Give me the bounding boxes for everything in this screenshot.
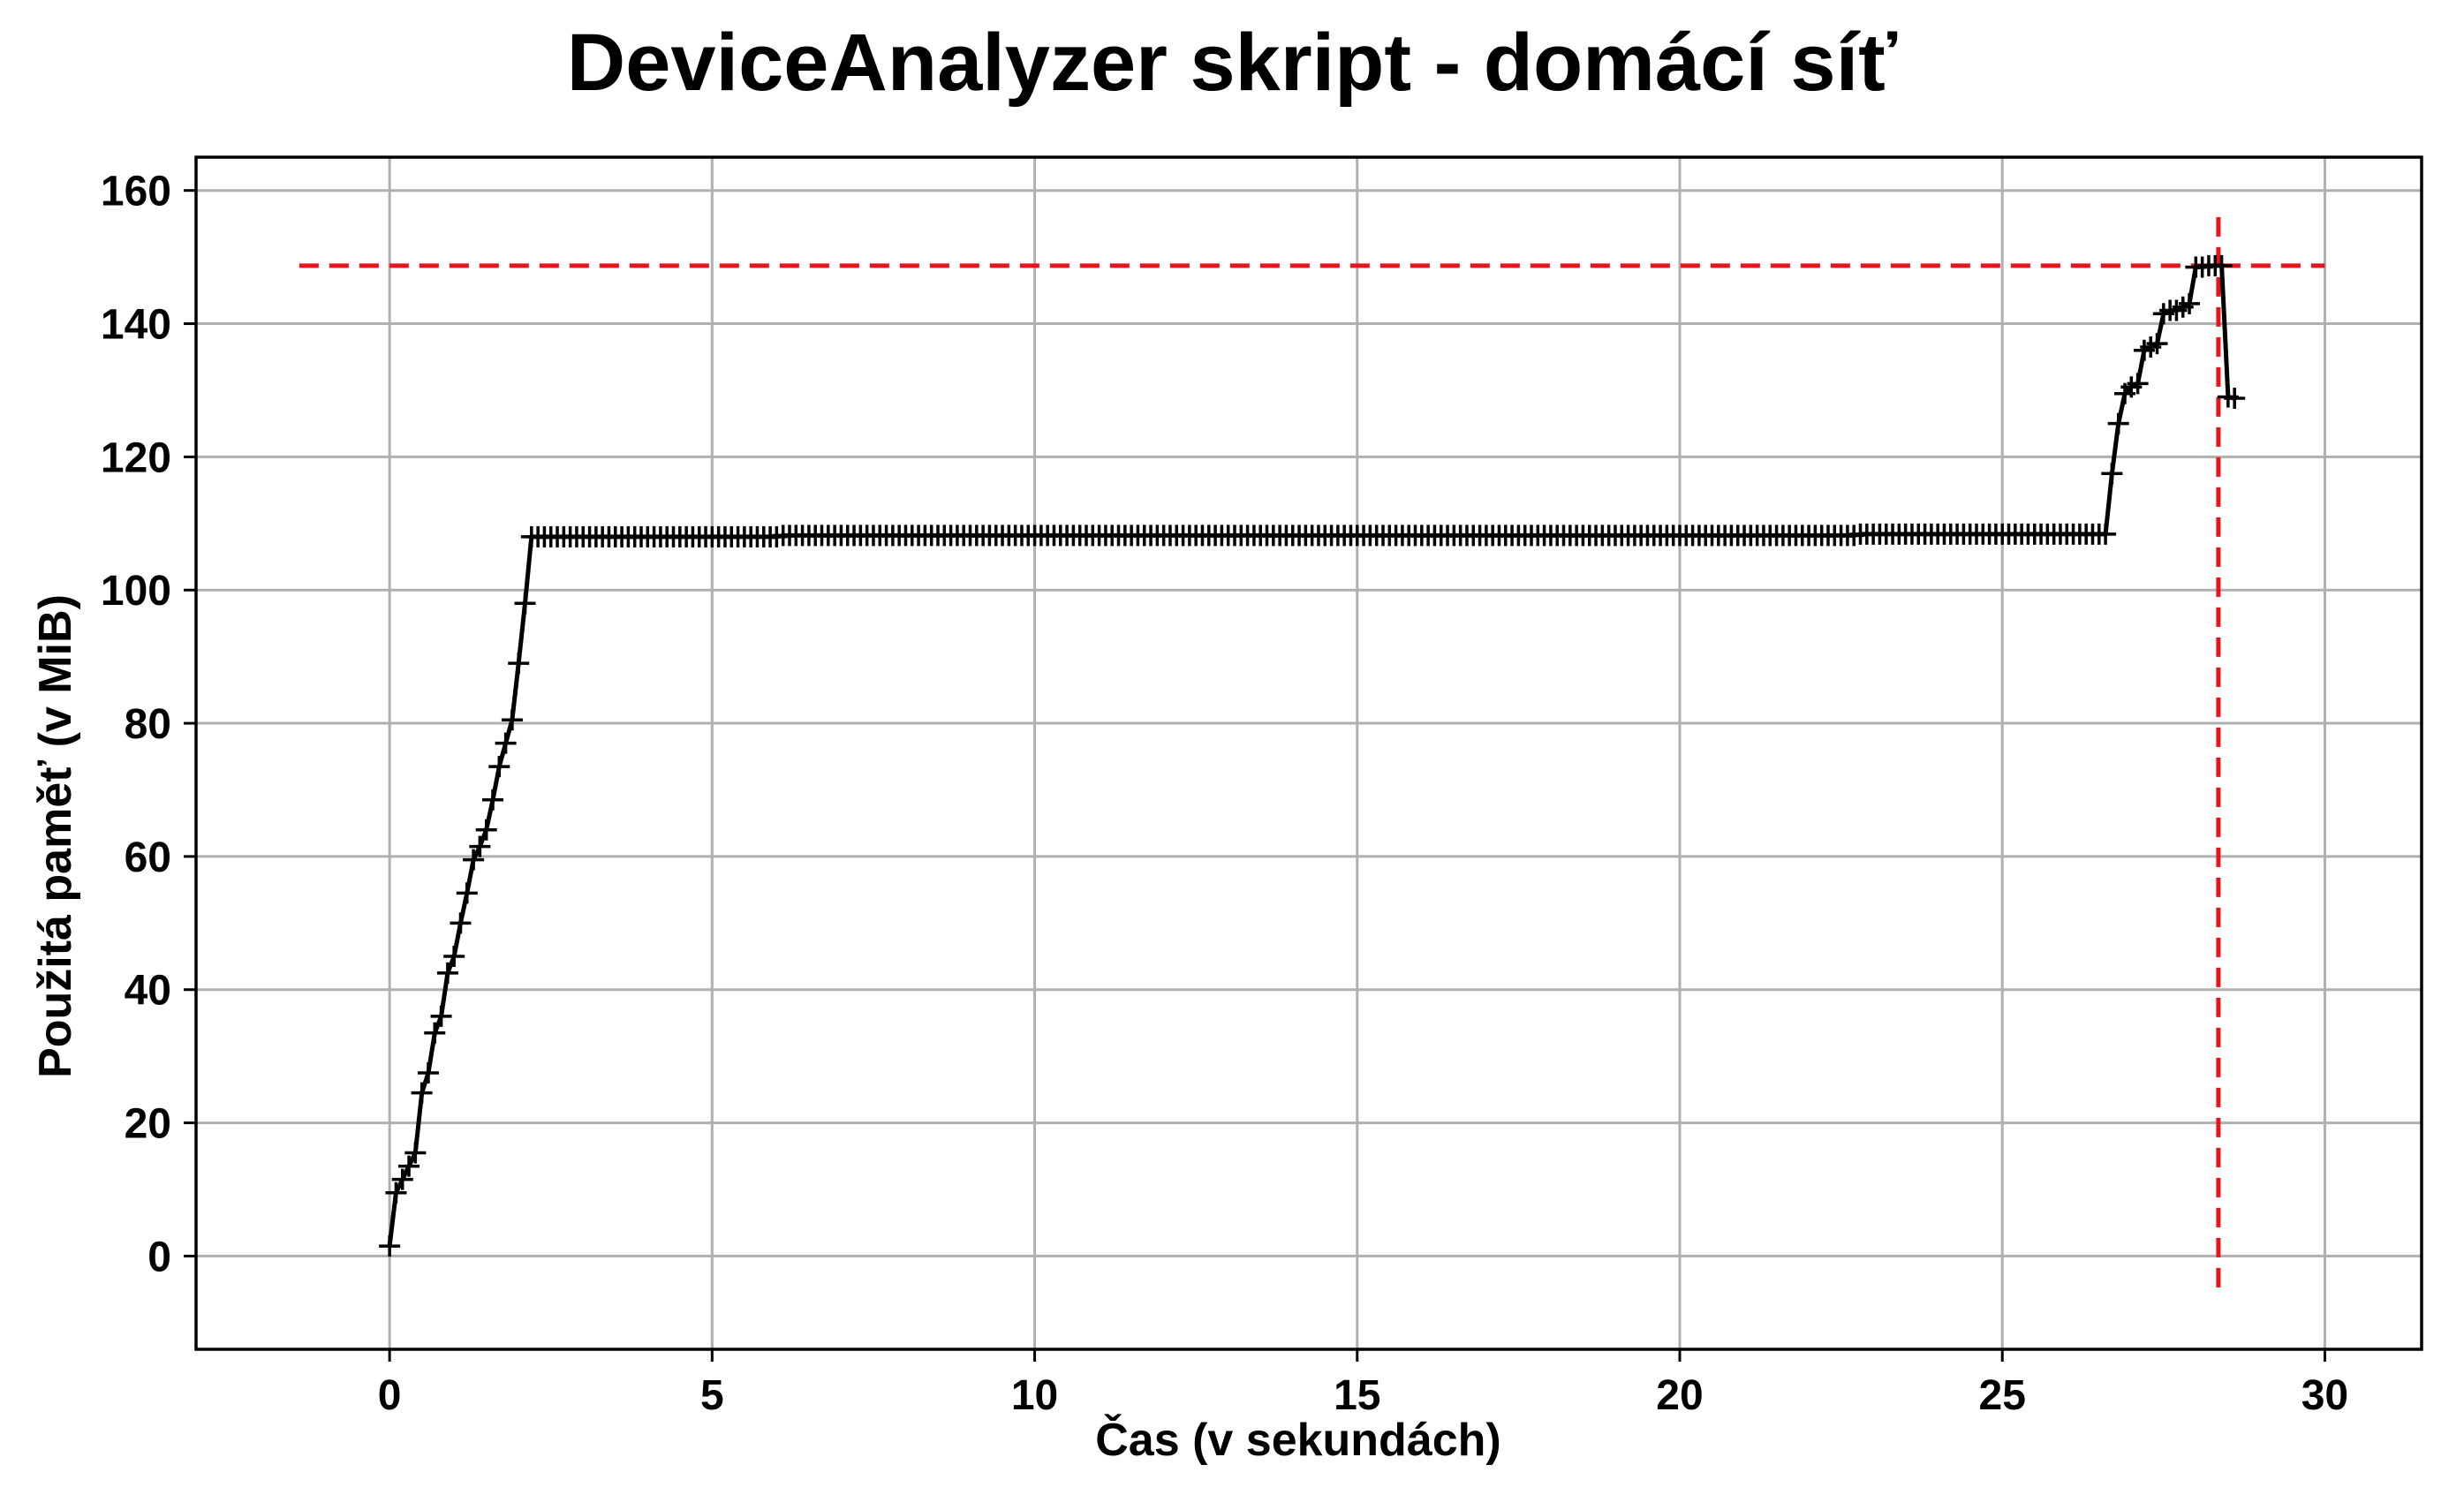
plot-frame xyxy=(194,155,2423,1351)
y-tick-label: 100 xyxy=(101,568,171,615)
y-tick-label: 20 xyxy=(125,1101,171,1148)
data-point xyxy=(450,912,472,934)
y-tick-label: 120 xyxy=(101,434,171,481)
y-tick-label: 160 xyxy=(101,169,171,215)
data-point xyxy=(2224,388,2246,410)
data-point xyxy=(482,789,503,811)
data-point xyxy=(2146,333,2168,355)
data-point xyxy=(514,593,536,615)
data-point xyxy=(475,819,497,841)
data-point xyxy=(404,1142,427,1164)
series-line xyxy=(387,263,2235,1247)
y-tick-label: 40 xyxy=(125,968,171,1015)
data-point xyxy=(495,732,517,754)
x-tick-label: 0 xyxy=(378,1372,402,1419)
data-point xyxy=(456,882,478,904)
x-tick-label: 30 xyxy=(2301,1372,2348,1419)
data-point xyxy=(385,1182,407,1204)
data-point xyxy=(508,653,530,675)
data-point xyxy=(2101,463,2123,485)
data-point xyxy=(488,756,510,778)
data-point xyxy=(2107,412,2129,434)
x-tick-label: 5 xyxy=(700,1372,724,1419)
data-point xyxy=(436,962,458,984)
y-tick-label: 80 xyxy=(125,701,171,748)
y-tick-label: 140 xyxy=(101,302,171,349)
reference-lines xyxy=(299,216,2325,1296)
axis-ticks: 0 5 10 15 20 25 30 0 20 40 60 80 100 120 140 160 xyxy=(101,169,2348,1419)
data-point xyxy=(463,849,485,871)
data-point xyxy=(501,709,523,731)
data-point xyxy=(424,1022,446,1044)
x-tick-label: 10 xyxy=(1011,1372,1058,1419)
data-point xyxy=(391,1168,413,1190)
memory-series xyxy=(379,254,2246,1257)
grid xyxy=(196,157,2422,1349)
data-point xyxy=(469,835,491,857)
y-tick-label: 0 xyxy=(147,1234,171,1280)
data-point xyxy=(411,1082,433,1104)
data-point xyxy=(2095,523,2117,545)
data-point xyxy=(2127,373,2149,395)
data-point xyxy=(2211,254,2233,276)
x-axis-label: Čas (v sekundách) xyxy=(1095,1414,1501,1466)
y-tick-label: 60 xyxy=(125,834,171,881)
chart-title: DeviceAnalyzer skript - domácí síť xyxy=(567,18,1898,108)
x-tick-label: 15 xyxy=(1334,1372,1380,1419)
x-tick-label: 20 xyxy=(1656,1372,1703,1419)
y-axis-label: Použitá paměť (v MiB) xyxy=(30,594,81,1078)
data-point xyxy=(430,1005,452,1027)
data-point xyxy=(417,1062,439,1084)
data-point xyxy=(379,1235,401,1257)
data-point xyxy=(443,946,465,968)
data-point xyxy=(2179,292,2201,314)
x-tick-label: 25 xyxy=(1979,1372,2026,1419)
data-point xyxy=(398,1155,420,1177)
